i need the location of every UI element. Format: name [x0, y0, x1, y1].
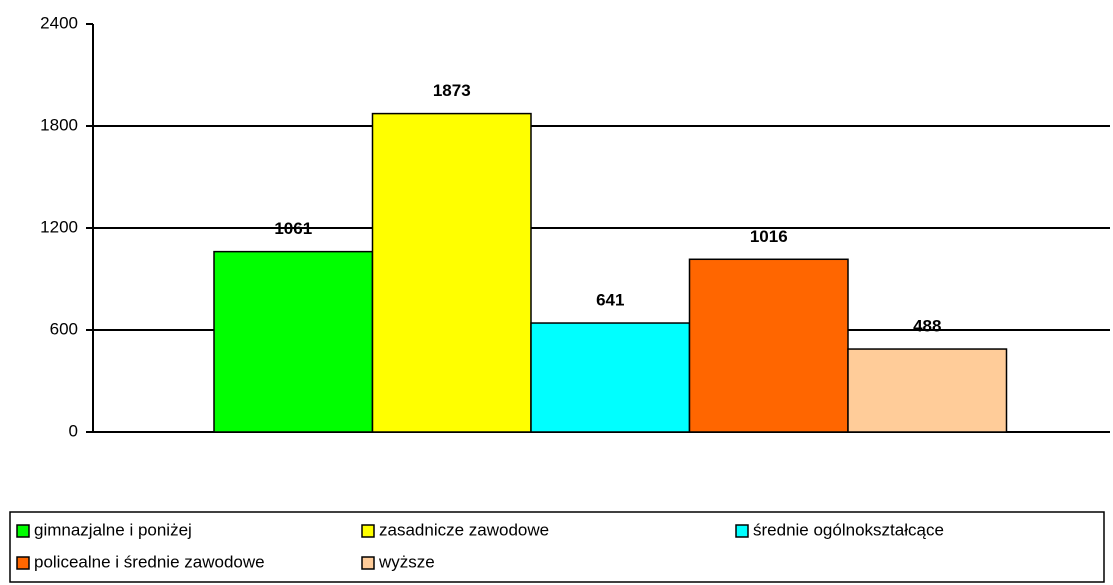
- legend-swatch: [361, 556, 375, 570]
- value-label: 488: [913, 317, 941, 336]
- legend-swatch: [16, 556, 30, 570]
- y-tick-label: 2400: [40, 13, 78, 32]
- value-label: 1061: [274, 219, 312, 238]
- y-tick-label: 1800: [40, 115, 78, 134]
- legend-label: średnie ogólnokształcące: [753, 520, 944, 539]
- y-tick-label: 0: [69, 421, 78, 440]
- legend-label: zasadnicze zawodowe: [379, 520, 549, 539]
- bar: [371, 112, 532, 433]
- legend-swatch: [361, 524, 375, 538]
- bar: [688, 258, 849, 433]
- y-tick-label: 1200: [40, 217, 78, 236]
- bar: [213, 250, 374, 433]
- legend-box: [9, 511, 1105, 583]
- legend-label: policealne i średnie zawodowe: [34, 552, 265, 571]
- value-label: 1873: [433, 81, 471, 100]
- value-label: 1016: [750, 227, 788, 246]
- value-label: 641: [596, 291, 624, 310]
- legend-swatch: [735, 524, 749, 538]
- bar: [847, 348, 1008, 433]
- legend-swatch: [16, 524, 30, 538]
- legend-label: wyższe: [378, 552, 435, 571]
- bar: [530, 322, 691, 433]
- legend-label: gimnazjalne i poniżej: [34, 520, 192, 539]
- y-tick-label: 600: [50, 319, 78, 338]
